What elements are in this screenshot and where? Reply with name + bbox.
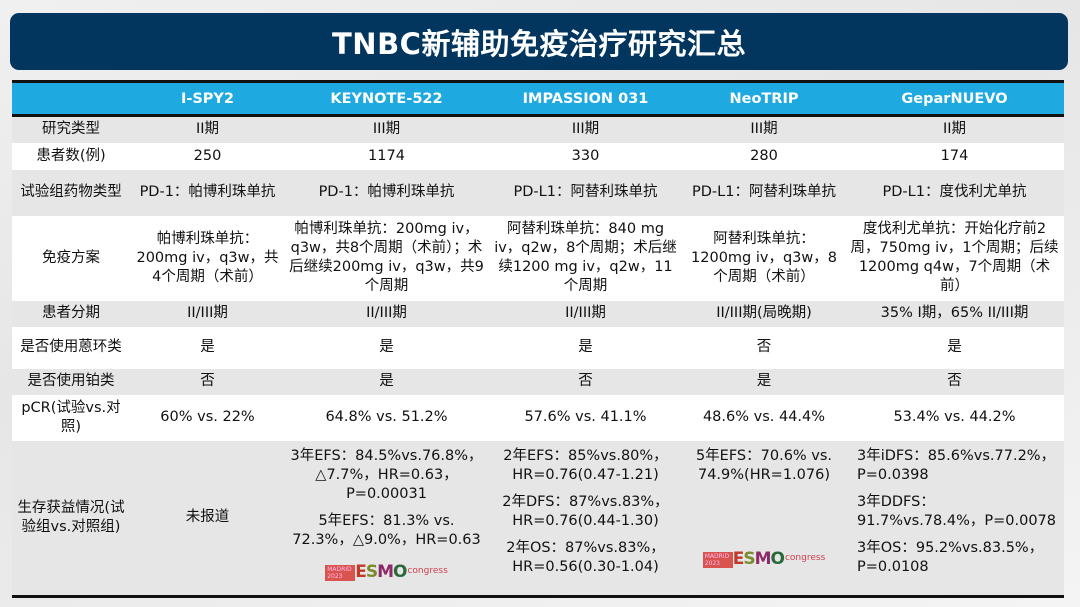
survival-gepar: 3年iDFS：85.6%vs.77.2%，P=0.0398 3年DDFS：91.…	[845, 441, 1064, 597]
table-cell: 是	[578, 339, 593, 355]
table-cell: 帕博利珠单抗：200mg iv，q3w，共8个周期（术前）；术后继续200mg …	[289, 221, 484, 294]
survival-item: 5年EFS：70.6% vs. 74.9%(HR=1.076)	[695, 447, 833, 483]
table-row-survival: 生存获益情况(试验组vs.对照组) 未报道 3年EFS：84.5%vs.76.8…	[12, 440, 1064, 597]
survival-neotrip: 5年EFS：70.6% vs. 74.9%(HR=1.076) MADRID 20…	[683, 441, 845, 597]
table-cell: 阿替利珠单抗：840 mg iv，q2w，8个周期；术后继续1200 mg iv…	[494, 221, 677, 294]
header-blank	[12, 80, 130, 117]
table-cell: 57.6% vs. 41.1%	[524, 409, 647, 425]
header-geparnuevo: GeparNUEVO	[845, 80, 1064, 117]
table-cell: 是	[200, 339, 215, 355]
table-cell: 是	[947, 339, 962, 355]
row-label: 生存获益情况(试验组vs.对照组)	[17, 499, 125, 535]
header-row: I-SPY2 KEYNOTE-522 IMPASSION 031 NeoTRIP…	[12, 80, 1064, 117]
table-cell: 280	[750, 147, 778, 164]
table-row: pCR(试验vs.对照) 60% vs. 22% 64.8% vs. 51.2% 57…	[12, 394, 1064, 441]
table-cell: II/III期	[565, 305, 606, 321]
survival-item: 5年EFS：81.3% vs. 72.3%，△9.0%，HR=0.63	[292, 512, 481, 548]
table-cell: III期	[750, 121, 778, 138]
title-banner: TNBC新辅助免疫治疗研究汇总	[10, 13, 1068, 70]
header-impassion031: IMPASSION 031	[488, 80, 683, 117]
table-cell: PD-L1：阿替利珠单抗	[513, 184, 658, 200]
table-row: 是否使用蒽环类 是 是 是 否 是	[12, 326, 1064, 369]
table-row: 患者分期 II/III期 II/III期 II/III期 II/III期(局晚期) 35%…	[12, 300, 1064, 327]
row-label: 患者数(例)	[36, 147, 106, 164]
table-cell: 330	[571, 147, 600, 164]
survival-item: 2年OS：87%vs.83%，HR=0.56(0.30-1.04)	[506, 539, 665, 575]
table-row: 患者数(例) 250 1174 330 280 174	[12, 142, 1064, 170]
page-title: TNBC新辅助免疫治疗研究汇总	[332, 26, 746, 61]
header-keynote522: KEYNOTE-522	[285, 80, 488, 117]
survival-item: 2年EFS：85%vs.80%，HR=0.76(0.47-1.21)	[503, 447, 668, 483]
table-row: 是否使用铂类 否 是 否 是 否	[12, 368, 1064, 395]
row-label: pCR(试验vs.对照)	[21, 399, 121, 435]
table-cell: 53.4% vs. 44.2%	[893, 409, 1016, 425]
row-label: 患者分期	[42, 305, 100, 321]
table-cell: 是	[379, 373, 394, 389]
header-ispy2: I-SPY2	[130, 80, 285, 117]
table-row: 研究类型 II期 III期 III期 III期 II期	[12, 115, 1064, 143]
row-label: 是否使用蒽环类	[20, 339, 122, 355]
table-cell: II期	[195, 121, 220, 138]
row-label: 免疫方案	[42, 249, 100, 266]
row-label: 试验组药物类型	[20, 184, 122, 200]
table-cell: 250	[193, 147, 222, 164]
survival-item: 2年DFS：87%vs.83%，HR=0.76(0.44-1.30)	[502, 493, 669, 529]
table-cell: 是	[379, 339, 394, 355]
survival-item: 3年iDFS：85.6%vs.77.2%，P=0.0398	[857, 447, 1056, 483]
table-cell: 否	[578, 373, 593, 389]
table-cell: PD-L1：阿替利珠单抗	[692, 184, 836, 200]
table-cell: III期	[372, 121, 401, 138]
survival-keynote: 3年EFS：84.5%vs.76.8%，△7.7%，HR=0.63，P=0.00…	[285, 441, 488, 597]
table-cell: 174	[940, 147, 969, 164]
table-cell: II/III期	[366, 305, 407, 321]
table-cell: 60% vs. 22%	[160, 409, 255, 425]
table-cell: 否	[756, 339, 772, 355]
table-cell: II期	[942, 121, 967, 138]
survival-item: 3年EFS：84.5%vs.76.8%，△7.7%，HR=0.63，P=0.00…	[290, 447, 483, 502]
survival-item: 3年DDFS：91.7%vs.78.4%，P=0.0078	[857, 493, 1056, 529]
table-cell: III期	[571, 121, 600, 138]
table-cell: PD-1：帕博利珠单抗	[318, 184, 455, 200]
table-cell: 64.8% vs. 51.2%	[325, 409, 448, 425]
table-cell: 48.6% vs. 44.4%	[702, 409, 826, 425]
table-cell: 是	[756, 373, 772, 389]
table-cell: 1174	[368, 147, 405, 164]
table-cell: 否	[947, 373, 962, 389]
table-cell: PD-L1：度伐利尤单抗	[882, 184, 1027, 200]
table-cell: II/III期	[187, 305, 228, 321]
study-summary-table: I-SPY2 KEYNOTE-522 IMPASSION 031 NeoTRIP…	[12, 80, 1064, 598]
survival-ispy2: 未报道	[185, 509, 230, 526]
survival-impassion: 2年EFS：85%vs.80%，HR=0.76(0.47-1.21) 2年DFS…	[488, 441, 683, 597]
header-neotrip: NeoTRIP	[683, 80, 845, 117]
survival-item: 3年OS：95.2%vs.83.5%，P=0.0108	[857, 539, 1044, 575]
table-cell: 帕博利珠单抗：200mg iv，q3w，共4个周期（术前）	[136, 230, 279, 285]
esmo-logo: MADRID 2023 ESMO congress	[702, 548, 826, 569]
esmo-logo: MADRID 2023 ESMO congress	[325, 561, 448, 582]
table-row: 免疫方案 帕博利珠单抗：200mg iv，q3w，共4个周期（术前） 帕博利珠单抗：…	[12, 215, 1064, 301]
table-cell: 度伐利尤单抗：开始化疗前2周，750mg iv，1个周期；后续1200mg q4…	[850, 221, 1059, 294]
row-label: 是否使用铂类	[27, 373, 115, 389]
row-label: 研究类型	[42, 121, 100, 138]
table-row: 试验组药物类型 PD-1：帕博利珠单抗 PD-1：帕博利珠单抗 PD-L1：阿替利珠单…	[12, 169, 1064, 216]
table-cell: 阿替利珠单抗：1200mg iv，q3w，8个周期（术前）	[691, 230, 837, 285]
table-cell: II/III期(局晚期)	[716, 305, 812, 321]
table-cell: PD-1：帕博利珠单抗	[139, 184, 276, 200]
table-cell: 35% I期，65% II/III期	[880, 305, 1029, 321]
table-cell: 否	[200, 373, 215, 389]
